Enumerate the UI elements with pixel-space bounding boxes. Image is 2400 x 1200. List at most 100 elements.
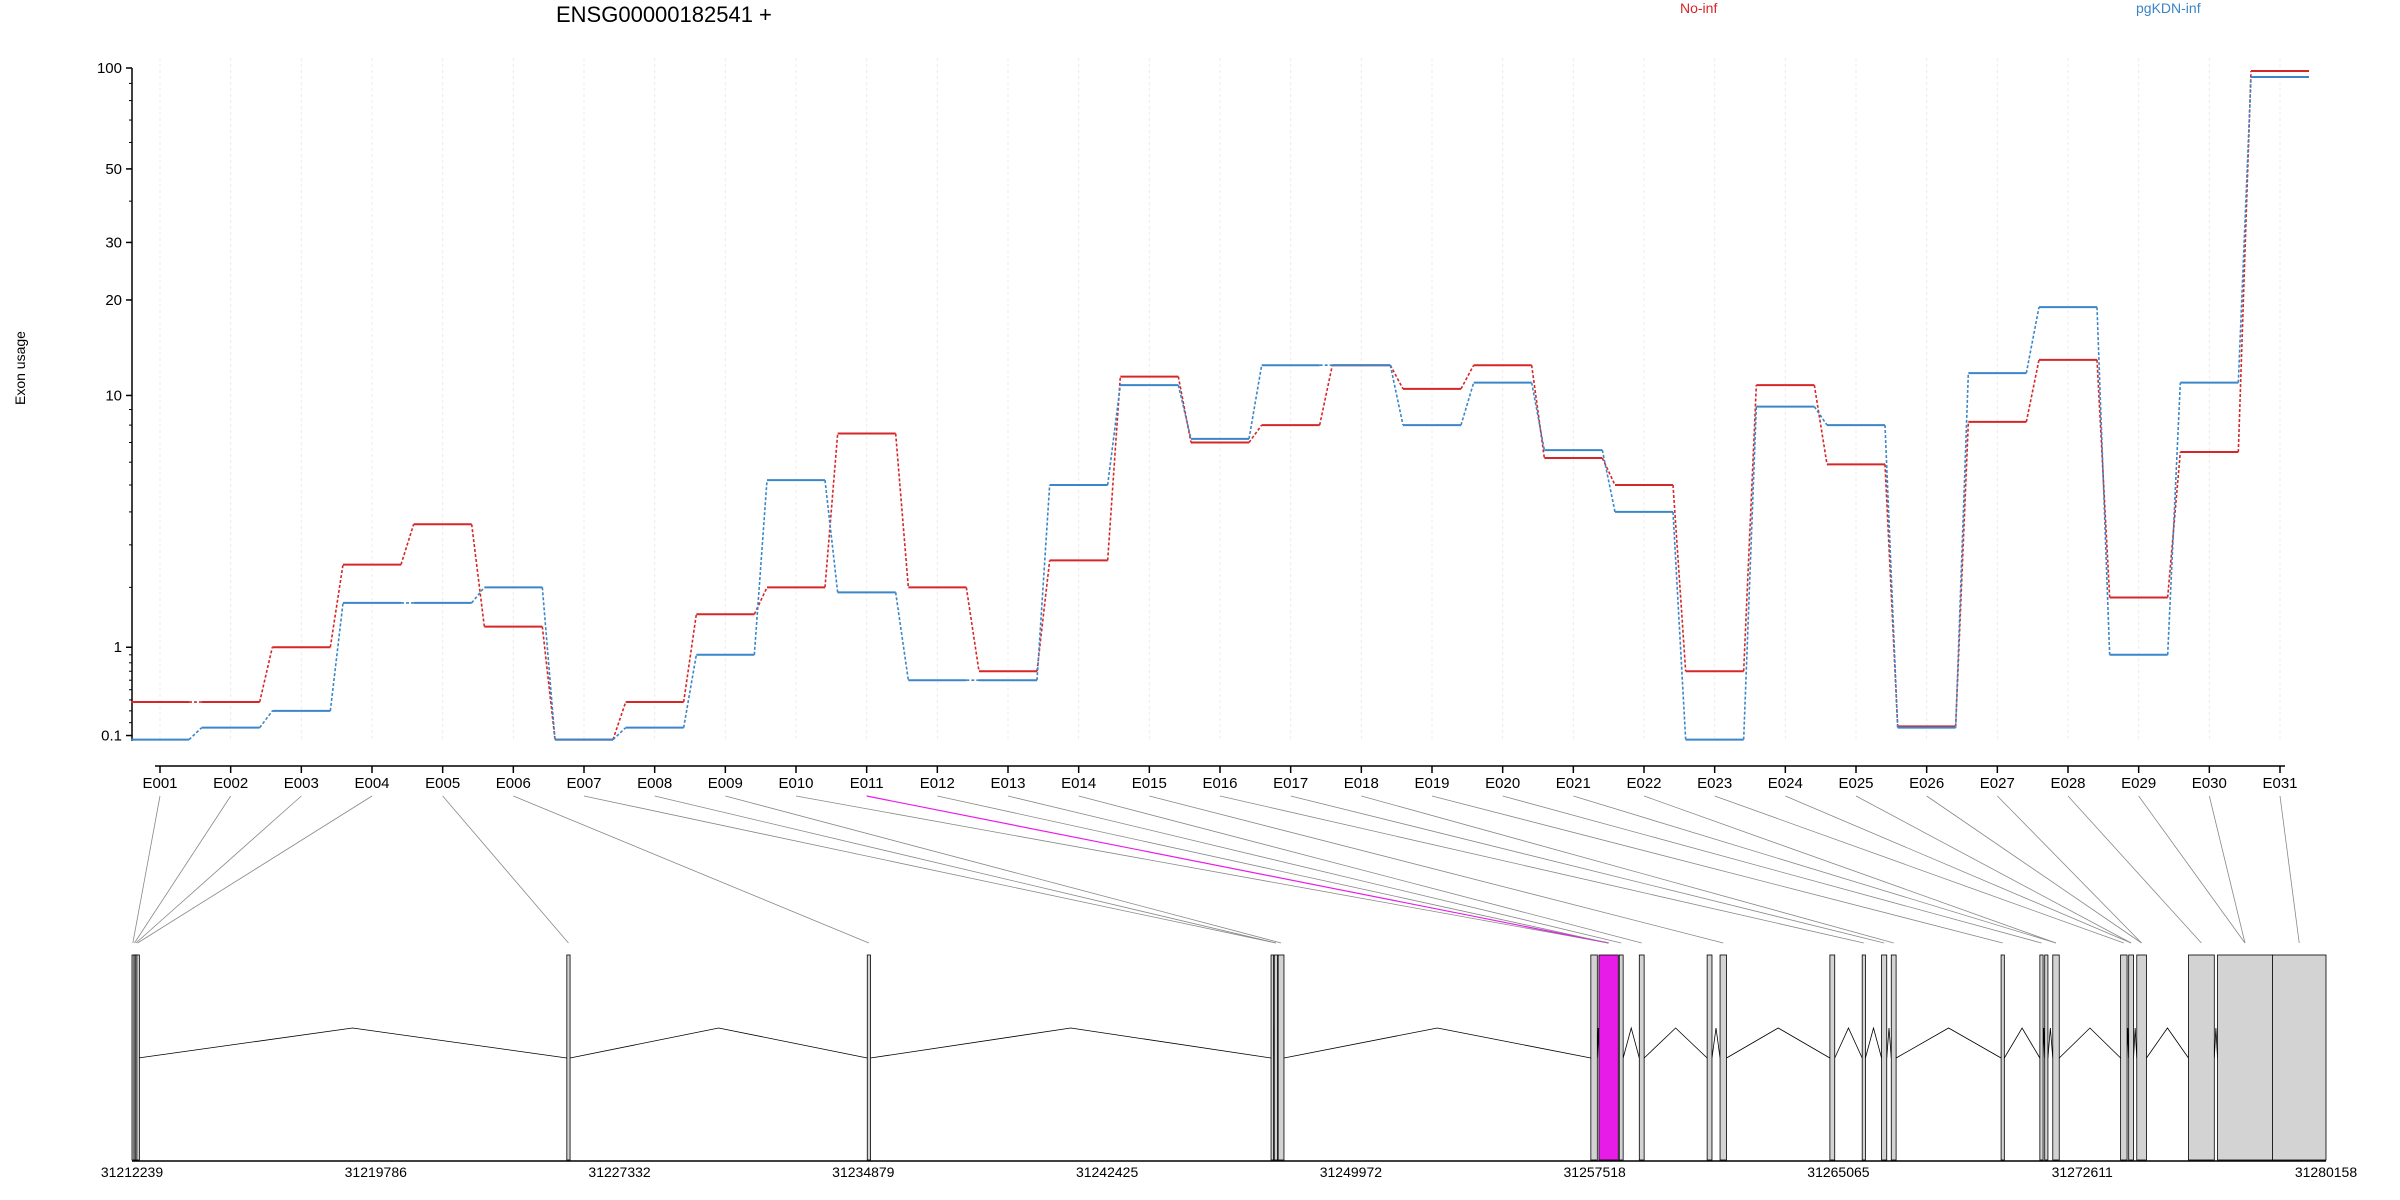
data-connector — [894, 433, 910, 588]
legend-item-no-inf: No-inf — [1680, 0, 1718, 16]
intron-line — [870, 1027, 1272, 1059]
exon-connector — [2208, 795, 2246, 944]
x-tick-label: E006 — [496, 775, 531, 792]
gene-model — [131, 954, 2327, 1161]
exon-connector — [1926, 795, 2142, 944]
genome-tick-label: 31234879 — [832, 1164, 895, 1180]
intron-line — [1886, 1027, 1892, 1059]
exon-box — [2136, 954, 2147, 1161]
exon-connector — [2138, 795, 2246, 944]
data-connector — [2166, 382, 2182, 655]
data-connector — [2237, 70, 2252, 453]
x-tick-label: E008 — [637, 775, 672, 792]
exon-connector — [1290, 795, 1885, 944]
data-connector — [188, 727, 203, 741]
genome-tick-label: 31280158 — [2295, 1164, 2358, 1180]
exon-box — [1590, 954, 1598, 1161]
data-connector — [824, 433, 839, 588]
exon-box — [1829, 954, 1836, 1161]
genome-tick-label: 31219786 — [345, 1164, 408, 1180]
data-connector — [1106, 376, 1122, 561]
x-tick-label: E024 — [1768, 775, 1803, 792]
x-tick-label: E011 — [850, 775, 884, 792]
x-tick-label: E018 — [1344, 775, 1379, 792]
x-axis: E001 E002 E003 E004 E005 E006 E007 E008 E009 E010… — [142, 765, 2298, 792]
data-connector — [612, 701, 627, 740]
data-connector — [541, 626, 556, 740]
data-connector — [329, 602, 344, 711]
data-connector — [824, 480, 839, 593]
genome-tick-label: 31212239 — [101, 1164, 164, 1180]
x-tick-label: E010 — [778, 775, 813, 792]
data-connector — [965, 587, 980, 672]
genome-axis: 31212239 31219786 31227332 31234879 31242425… — [101, 1160, 2358, 1180]
genome-tick-label: 31242425 — [1076, 1164, 1139, 1180]
genome-tick-label: 31272611 — [2052, 1164, 2113, 1180]
x-tick-label: E001 — [142, 775, 177, 792]
exon-connector — [135, 795, 302, 944]
x-tick-label: E019 — [1414, 775, 1449, 792]
y-tick-label: 50 — [105, 161, 122, 178]
intron-line — [2213, 1027, 2218, 1059]
exon-connector — [937, 795, 1609, 944]
x-tick-label: E020 — [1485, 775, 1520, 792]
intron-line — [2133, 1027, 2138, 1059]
exon-box — [2128, 954, 2134, 1161]
exon-connector — [1643, 795, 2057, 944]
y-tick-label: 1 — [114, 639, 122, 656]
x-tick-label: E003 — [284, 775, 319, 792]
exon-box — [1719, 954, 1727, 1161]
intron-line — [1865, 1026, 1882, 1059]
data-connector — [541, 587, 556, 740]
data-connector — [1389, 364, 1404, 390]
data-connector — [1742, 385, 1758, 672]
exon-connector — [134, 795, 232, 944]
exon-box — [2039, 954, 2044, 1161]
exon-connector — [1149, 795, 1724, 944]
x-tick-label: E004 — [354, 775, 389, 792]
data-connector — [1672, 484, 1687, 672]
exon-connector — [132, 795, 161, 944]
exon-box — [2052, 954, 2060, 1161]
data-connector — [1672, 511, 1687, 740]
intron-line — [1643, 1027, 1708, 1059]
x-tick-label: E013 — [990, 775, 1025, 792]
y-tick-label: 0.1 — [101, 728, 122, 745]
data-connector — [1318, 365, 1334, 426]
data-connector — [612, 727, 627, 741]
data-connector — [471, 586, 485, 604]
exon-connector — [725, 795, 1282, 944]
exon-box — [1618, 954, 1624, 1161]
x-tick-label: E002 — [213, 775, 248, 792]
intron-line — [1895, 1027, 2002, 1059]
exon-connector — [1785, 795, 2132, 944]
exon-box — [866, 954, 871, 1161]
y-tick-label: 100 — [97, 60, 122, 77]
exon-connector — [2279, 795, 2300, 944]
data-connector — [753, 587, 768, 615]
x-tick-label: E025 — [1838, 775, 1873, 792]
x-tick-label: E014 — [1061, 775, 1096, 792]
data-connector — [1460, 364, 1475, 390]
genome-tick-label: 31265065 — [1807, 1164, 1870, 1180]
data-connector — [1389, 365, 1404, 426]
exon-connector — [1078, 795, 1642, 944]
data-connector — [2237, 77, 2252, 383]
x-tick-label: E021 — [1556, 775, 1591, 792]
data-connector — [2025, 359, 2040, 423]
series-no-inf — [131, 69, 2309, 741]
exon-box — [1277, 954, 1285, 1161]
exon-box — [1638, 954, 1645, 1161]
data-connector — [1884, 425, 1899, 728]
data-connector — [400, 523, 415, 565]
intron-line — [1834, 1027, 1863, 1059]
y-axis: 0.1 1 10 20 30 50 100 — [97, 60, 133, 745]
exon-box — [566, 954, 571, 1161]
chart-title: ENSG00000182541 + — [556, 2, 772, 27]
legend-item-pgkdn-inf: pgKDN-inf — [2136, 0, 2201, 16]
y-tick-label: 10 — [105, 387, 122, 404]
exon-connector — [1573, 795, 2057, 944]
exon-box — [2272, 954, 2327, 1161]
intron-line — [569, 1027, 868, 1059]
data-connector — [1601, 449, 1616, 513]
